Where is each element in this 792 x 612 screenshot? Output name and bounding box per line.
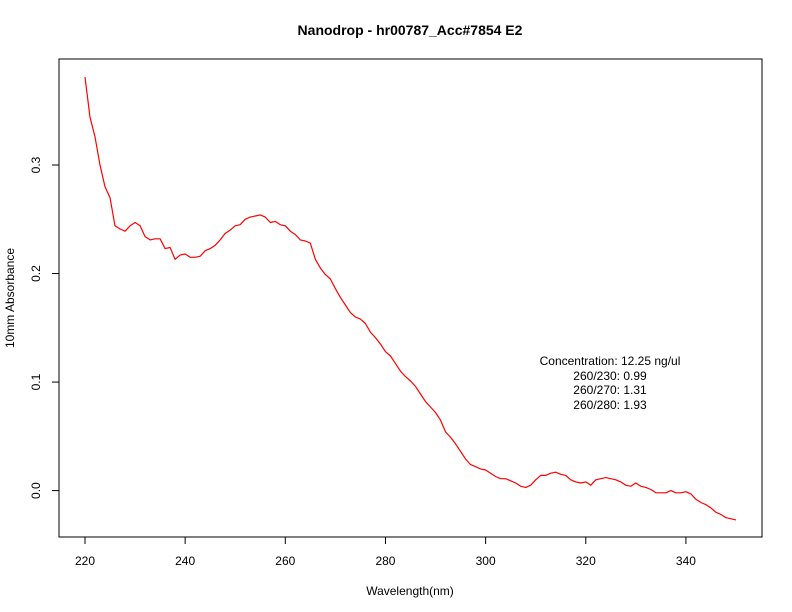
x-tick-label: 240 (175, 554, 195, 568)
x-tick-label: 320 (576, 554, 596, 568)
x-tick-label: 260 (275, 554, 295, 568)
annotation-ratio-260-270: 260/270: 1.31 (573, 383, 647, 397)
y-axis-label: 10mm Absorbance (3, 248, 17, 348)
y-tick-label: 0.1 (29, 373, 43, 390)
x-tick-label: 340 (676, 554, 696, 568)
x-axis: 220 240 260 280 300 320 340 (75, 536, 696, 568)
y-tick-label: 0.3 (29, 156, 43, 173)
x-tick-label: 280 (375, 554, 395, 568)
y-axis: 0.0 0.1 0.2 0.3 (29, 156, 60, 499)
x-tick-label: 220 (75, 554, 95, 568)
x-axis-label: Wavelength(nm) (366, 584, 454, 598)
chart-title: Nanodrop - hr00787_Acc#7854 E2 (298, 22, 523, 38)
annotation-ratio-260-280: 260/280: 1.93 (573, 398, 647, 412)
y-tick-label: 0.2 (29, 265, 43, 282)
plot-frame (58, 58, 763, 538)
absorbance-series-line (84, 77, 737, 521)
series-layer (84, 77, 737, 521)
annotation-block: Concentration: 12.25 ng/ul 260/230: 0.99… (540, 354, 681, 412)
annotation-concentration: Concentration: 12.25 ng/ul (540, 354, 681, 368)
y-tick-label: 0.0 (29, 482, 43, 499)
annotation-ratio-260-230: 260/230: 0.99 (573, 369, 647, 383)
x-tick-label: 300 (476, 554, 496, 568)
